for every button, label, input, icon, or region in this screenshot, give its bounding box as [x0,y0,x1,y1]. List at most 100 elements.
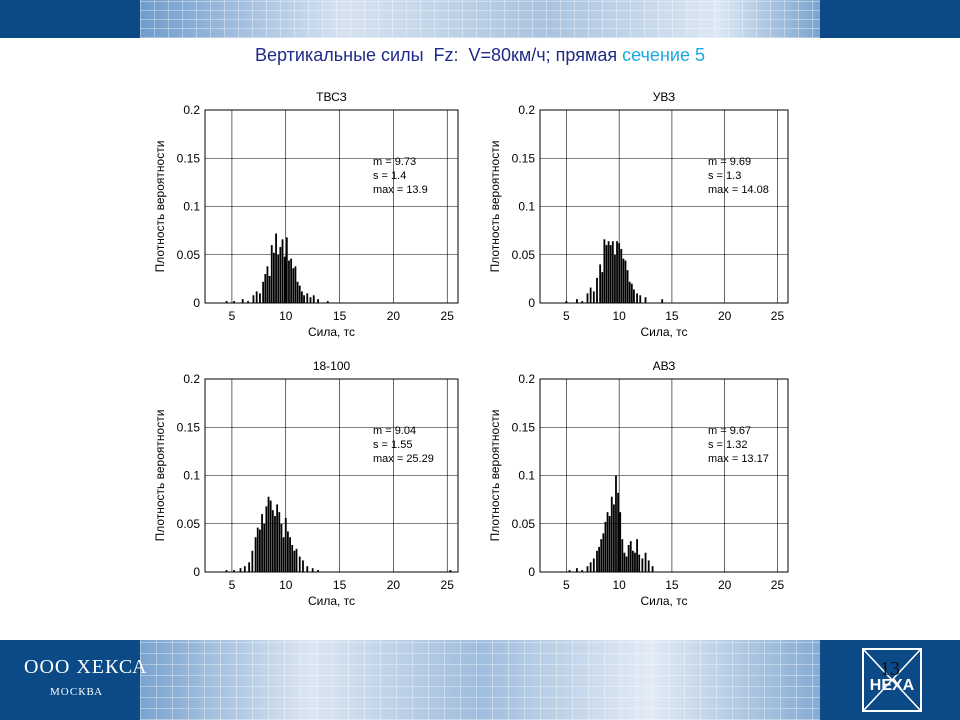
x-tick-label: 5 [563,309,570,323]
x-tick-label: 20 [387,578,401,592]
y-tick-label: 0.15 [177,151,201,165]
histogram-bar [295,548,298,572]
histogram-bar [644,297,647,303]
histogram-bar [631,550,634,572]
histogram-bar [259,529,261,572]
histogram-bar [647,560,650,572]
histogram-bar [636,539,638,572]
y-tick-label: 0.15 [512,151,536,165]
histogram-bar [661,299,664,303]
histogram-bar [565,301,568,303]
y-tick-label: 0.05 [177,248,201,262]
histogram-bar [586,566,589,572]
histogram-bar [592,558,595,572]
histogram-bar [581,301,584,303]
histogram-bar [603,239,606,303]
company-name: ООО ХЕКСА [24,656,148,678]
histogram-bar [302,560,304,572]
histogram-bar [633,289,635,303]
x-axis-label: Сила, тс [308,325,355,339]
stats-line: s = 1.4 [373,170,406,182]
histogram-bar [283,256,286,303]
x-tick-label: 20 [718,578,732,592]
histogram-bar [326,301,329,303]
histogram-bar [598,546,600,572]
histogram-bar [270,245,273,303]
histogram-bar [285,237,288,303]
histogram-bar [300,291,303,303]
title-accent: сечение 5 [622,45,705,65]
histogram-bar [617,492,619,572]
histogram-bar [619,512,622,572]
x-tick-label: 20 [718,309,732,323]
histogram-bar [651,566,654,572]
mesh-image-bottom [140,640,820,720]
histogram-bar [306,293,309,303]
y-tick-label: 0 [528,565,535,579]
histogram-bar [259,293,261,303]
histogram-bar [618,243,621,303]
histogram-bar [309,297,312,303]
histogram-bar [277,254,280,303]
histogram-bar [268,275,271,303]
y-tick-label: 0.2 [518,372,535,386]
histogram-bar [636,293,638,303]
histogram-bar [630,283,633,303]
histogram-bar [247,301,249,303]
histogram-bar [243,566,246,572]
histogram-bar [623,552,626,572]
chart-panel-4: 5 10 15 20 25 0 0.05 0.1 0.15 0.2 АВЗ Сила, тс Плотн… [488,359,789,608]
histogram-bar [288,260,290,303]
histogram-bar [282,537,285,572]
histogram-bar [616,241,618,303]
histogram-bar [627,544,630,572]
stats-line: max = 13.9 [373,184,428,196]
histogram-bar [233,301,235,303]
stats-line: s = 1.3 [708,170,741,182]
histogram-bar [634,552,636,572]
y-tick-label: 0.2 [183,372,200,386]
chart-panel-1: 5 10 15 20 25 0 0.05 0.1 0.15 0.2 ТВСЗ Сила, тс Плот… [153,90,459,339]
y-tick-label: 0.05 [512,517,536,531]
histogram-bar [296,281,299,303]
histogram-bar [620,248,623,303]
x-axis-label: Сила, тс [640,594,687,608]
histogram-bar [261,514,263,572]
histogram-bar [275,233,277,303]
histogram-bar [615,475,617,572]
histogram-bar [266,266,269,303]
hexa-logo: HEXA [862,648,922,712]
histogram-bar [264,274,267,303]
x-tick-label: 10 [279,309,293,323]
y-tick-label: 0.1 [518,469,535,483]
histogram-bar [225,301,228,303]
slide-title: Вертикальные силы Fz: V=80км/ч; прямая с… [0,45,960,66]
page-number: 13 [880,658,900,680]
y-tick-label: 0 [193,565,200,579]
histogram-bar [311,568,314,572]
bottom-banner [0,640,960,720]
histogram-bar [289,537,291,572]
histogram-bar [267,496,270,572]
y-tick-label: 0 [193,296,200,310]
x-tick-label: 25 [771,309,785,323]
histogram-bar [251,550,254,572]
chart-title: ТВСЗ [316,90,347,104]
histogram-bar [596,277,598,303]
y-tick-label: 0.1 [183,200,200,214]
histogram-bar [262,281,265,303]
histogram-bar [592,291,595,303]
histogram-bar [292,268,295,303]
histogram-bar [239,568,242,572]
histogram-bar [278,512,281,572]
histogram-bar [576,568,578,572]
histogram-bar [274,516,276,572]
stats-line: m = 9.67 [708,425,751,437]
x-tick-label: 15 [665,578,679,592]
y-axis-label: Плотность вероятности [488,410,502,542]
stats-line: max = 14.08 [708,184,769,196]
chart-title: 18-100 [313,359,351,373]
stats-line: m = 9.04 [373,425,416,437]
histogram-bar [568,570,571,572]
